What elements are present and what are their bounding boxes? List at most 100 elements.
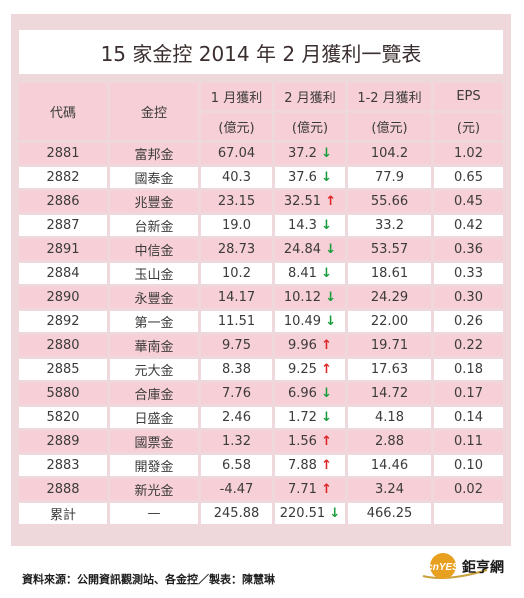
header-code: 代碼 (19, 83, 110, 140)
logo-text: 鉅亨網 (462, 559, 504, 576)
cell-name: 開發金 (110, 455, 201, 476)
feb-value: 7.71 (288, 482, 317, 497)
cell-jan: 1.32 (201, 431, 275, 452)
cell-code: 5880 (19, 383, 110, 404)
cell-name: 兆豐金 (110, 191, 201, 212)
table-row: 2886 兆豐金 23.15 32.51 ↑ 55.66 0.45 (19, 191, 503, 212)
feb-value: 32.51 (283, 194, 322, 209)
cell-eps: 0.14 (434, 407, 503, 428)
cell-jan: 8.38 (201, 359, 275, 380)
cell-code: 2881 (19, 143, 110, 164)
table-row: 2887 台新金 19.0 14.3 ↓ 33.2 0.42 (19, 215, 503, 236)
cell-janfeb: 14.72 (348, 383, 434, 404)
cell-code: 2890 (19, 287, 110, 308)
arrow-down-icon: ↓ (321, 266, 332, 281)
cell-code: 2880 (19, 335, 110, 356)
feb-value: 6.96 (288, 386, 317, 401)
feb-value: 24.84 (283, 242, 322, 257)
cell-name: 華南金 (110, 335, 201, 356)
table-row: 2889 國票金 1.32 1.56 ↑ 2.88 0.11 (19, 431, 503, 452)
table-row: 2892 第一金 11.51 10.49 ↓ 22.00 0.26 (19, 311, 503, 332)
cell-eps: 0.33 (434, 263, 503, 284)
feb-value: 10.12 (283, 290, 322, 305)
cell-feb: 37.2 ↓ (275, 143, 348, 164)
table-row: 2885 元大金 8.38 9.25 ↑ 17.63 0.18 (19, 359, 503, 380)
cell-eps: 0.11 (434, 431, 503, 452)
source-note: 資料來源：公開資訊觀測站、各金控／製表：陳慧琳 (22, 573, 275, 586)
header-name: 金控 (110, 83, 201, 140)
header-unit-row: (億元) (億元) (億元) (元) (19, 113, 503, 140)
cell-eps: 0.26 (434, 311, 503, 332)
feb-value: 9.96 (288, 338, 317, 353)
cell-jan: 67.04 (201, 143, 275, 164)
arrow-down-icon: ↓ (321, 410, 332, 425)
arrow-down-icon: ↓ (321, 218, 332, 233)
table-title: 15 家金控 2014 年 2 月獲利一覽表 (19, 30, 503, 74)
table-row: 累計 —245.88 220.51 ↓ 466.25 (19, 503, 503, 524)
header-jan: 1 月獲利 (201, 83, 275, 110)
header-row: 代碼 金控 1 月獲利 2 月獲利 1-2 月獲利 EPS (19, 83, 503, 140)
arrow-down-icon: ↓ (321, 146, 332, 161)
cell-jan: 245.88 (201, 503, 275, 524)
arrow-down-icon: ↓ (321, 386, 332, 401)
cell-code: 2884 (19, 263, 110, 284)
cell-janfeb: 53.57 (348, 239, 434, 260)
arrow-up-icon: ↑ (325, 194, 337, 209)
cell-code: 5820 (19, 407, 110, 428)
cell-feb: 9.96 ↑ (275, 335, 348, 356)
header-eps-unit: (元) (434, 113, 503, 140)
arrow-down-icon: ↓ (329, 506, 341, 521)
table-row: 2884 玉山金 10.2 8.41 ↓ 18.61 0.33 (19, 263, 503, 284)
cell-jan: 2.46 (201, 407, 275, 428)
arrow-up-icon: ↑ (321, 362, 332, 377)
arrow-up-icon: ↑ (321, 434, 332, 449)
feb-value: 7.88 (288, 458, 317, 473)
cell-feb: 1.56 ↑ (275, 431, 348, 452)
table-row: 5820 日盛金 2.46 1.72 ↓ 4.18 0.14 (19, 407, 503, 428)
arrow-up-icon: ↑ (321, 338, 332, 353)
cell-eps: 0.10 (434, 455, 503, 476)
arrow-down-icon: ↓ (325, 242, 337, 257)
cell-name: 第一金 (110, 311, 201, 332)
feb-value: 1.56 (288, 434, 317, 449)
cell-jan: 7.76 (201, 383, 275, 404)
cell-feb: 37.6 ↓ (275, 167, 348, 188)
cell-feb: 7.71 ↑ (275, 479, 348, 500)
cell-janfeb: 4.18 (348, 407, 434, 428)
cell-eps: 0.18 (434, 359, 503, 380)
cell-code: 2892 (19, 311, 110, 332)
cell-jan: 28.73 (201, 239, 275, 260)
feb-value: 9.25 (288, 362, 317, 377)
table-row: 5880 合庫金 7.76 6.96 ↓ 14.72 0.17 (19, 383, 503, 404)
cell-janfeb: 24.29 (348, 287, 434, 308)
profit-table: 代碼 金控 1 月獲利 2 月獲利 1-2 月獲利 EPS (億元) (億元) … (19, 80, 503, 527)
cnyes-logo: cnYES 鉅亨網 (422, 553, 504, 579)
cell-eps: 0.22 (434, 335, 503, 356)
table-row: 2890 永豐金 14.17 10.12 ↓ 24.29 0.30 (19, 287, 503, 308)
cell-janfeb: 33.2 (348, 215, 434, 236)
arrow-down-icon: ↓ (325, 314, 337, 329)
cell-eps: 0.45 (434, 191, 503, 212)
cell-janfeb: 55.66 (348, 191, 434, 212)
cell-eps: 0.30 (434, 287, 503, 308)
cell-janfeb: 3.24 (348, 479, 434, 500)
cell-jan: 14.17 (201, 287, 275, 308)
cell-feb: 7.88 ↑ (275, 455, 348, 476)
cell-name: — (110, 503, 201, 524)
cell-jan: 6.58 (201, 455, 275, 476)
cell-name: 新光金 (110, 479, 201, 500)
cell-feb: 24.84 ↓ (275, 239, 348, 260)
cell-name: 永豐金 (110, 287, 201, 308)
cell-janfeb: 2.88 (348, 431, 434, 452)
header-jan-unit: (億元) (201, 113, 275, 140)
cell-code: 2882 (19, 167, 110, 188)
cell-feb: 10.49 ↓ (275, 311, 348, 332)
cell-jan: 10.2 (201, 263, 275, 284)
cell-jan: 19.0 (201, 215, 275, 236)
table-row: 2880 華南金 9.75 9.96 ↑ 19.71 0.22 (19, 335, 503, 356)
cell-feb: 220.51 ↓ (275, 503, 348, 524)
cell-name: 中信金 (110, 239, 201, 260)
feb-value: 10.49 (283, 314, 322, 329)
feb-value: 220.51 (279, 506, 326, 521)
cell-code: 2891 (19, 239, 110, 260)
